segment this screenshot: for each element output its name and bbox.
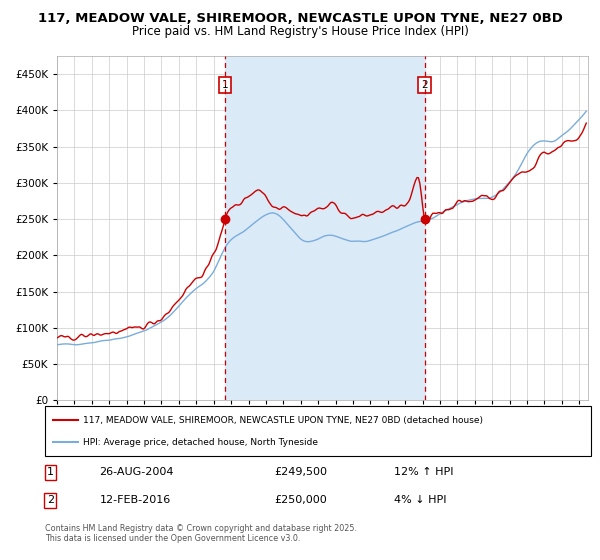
Text: £249,500: £249,500 bbox=[274, 467, 328, 477]
Text: £250,000: £250,000 bbox=[274, 496, 327, 505]
Bar bbox=[225, 56, 425, 400]
Text: 2: 2 bbox=[421, 80, 428, 90]
Text: 4% ↓ HPI: 4% ↓ HPI bbox=[394, 496, 447, 505]
Text: 12-FEB-2016: 12-FEB-2016 bbox=[100, 496, 171, 505]
Text: 117, MEADOW VALE, SHIREMOOR, NEWCASTLE UPON TYNE, NE27 0BD (detached house): 117, MEADOW VALE, SHIREMOOR, NEWCASTLE U… bbox=[83, 416, 483, 424]
FancyBboxPatch shape bbox=[45, 406, 591, 456]
Text: 2: 2 bbox=[47, 496, 54, 505]
Text: Price paid vs. HM Land Registry's House Price Index (HPI): Price paid vs. HM Land Registry's House … bbox=[131, 25, 469, 38]
Text: 117, MEADOW VALE, SHIREMOOR, NEWCASTLE UPON TYNE, NE27 0BD: 117, MEADOW VALE, SHIREMOOR, NEWCASTLE U… bbox=[38, 12, 562, 25]
Text: 12% ↑ HPI: 12% ↑ HPI bbox=[394, 467, 454, 477]
Text: Contains HM Land Registry data © Crown copyright and database right 2025.
This d: Contains HM Land Registry data © Crown c… bbox=[45, 524, 357, 543]
Text: 1: 1 bbox=[221, 80, 229, 90]
Text: HPI: Average price, detached house, North Tyneside: HPI: Average price, detached house, Nort… bbox=[83, 438, 318, 447]
Text: 1: 1 bbox=[47, 467, 54, 477]
Text: 26-AUG-2004: 26-AUG-2004 bbox=[100, 467, 174, 477]
